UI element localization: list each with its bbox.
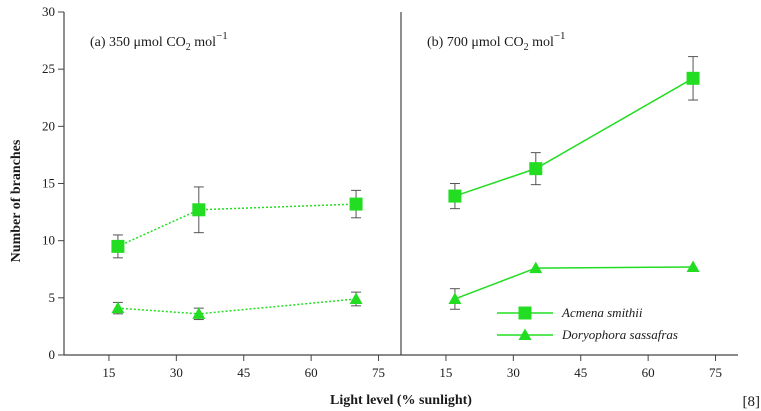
series-line [117,203,357,248]
x-tick-label: 15 [102,365,115,380]
legend-marker-triangle [518,328,532,340]
x-tick-label: 15 [439,365,452,380]
data-point-triangle [192,307,206,319]
axes: 0 5 10 15 20 25 30 15 30 45 60 75 15 30 45 60 75 [42,4,738,380]
y-tick-label: 30 [42,4,55,19]
legend: Acmena smithii Doryophora sassafras [497,305,678,342]
data-point-square [448,189,462,203]
data-point-square [192,203,206,217]
y-tick-label: 0 [49,347,56,362]
series-square [111,186,363,259]
y-tick-label: 15 [42,176,55,191]
citation: [8] [743,394,761,410]
series-square [448,56,700,210]
panel-b: (b) 700 μmol CO2 mol−1 [427,30,700,310]
x-tick-label: 30 [507,365,520,380]
series-line [454,77,694,197]
data-point-triangle [686,260,700,272]
data-point-square [686,71,700,85]
y-axis-title: Number of branches [9,139,24,262]
series-line [117,298,357,315]
panel-title: (a) 350 μmol CO2 mol−1 [90,30,228,53]
data-point-triangle [529,261,543,274]
x-tick-label: 75 [709,365,722,380]
data-point-square [349,197,363,211]
y-tick-label: 25 [42,61,55,76]
legend-marker-square [518,306,532,320]
y-tick-label: 20 [42,118,55,133]
x-tick-label: 60 [642,365,655,380]
panels: (a) 350 μmol CO2 mol−1 (b) 700 μmol CO2 m… [90,30,700,321]
x-tick-label: 45 [237,365,250,380]
panel-title: (b) 700 μmol CO2 mol−1 [427,30,566,53]
x-tick-label: 75 [372,365,385,380]
legend-label: Acmena smithii [561,305,643,320]
legend-label: Doryophora sassafras [561,327,678,342]
x-tick-label: 30 [170,365,183,380]
series-triangle [111,291,363,321]
data-point-triangle [349,292,363,304]
x-tick-label: 60 [305,365,318,380]
panel-a: (a) 350 μmol CO2 mol−1 [90,30,363,321]
x-axis-title: Light level (% sunlight) [330,393,472,408]
y-tick-label: 5 [49,290,56,305]
x-tick-label: 45 [574,365,587,380]
data-point-triangle [111,301,125,314]
series-line [454,266,694,300]
data-point-square [111,239,125,253]
series-triangle [448,260,700,310]
data-point-square [529,162,543,176]
data-point-triangle [448,292,462,304]
y-tick-label: 10 [42,233,55,248]
